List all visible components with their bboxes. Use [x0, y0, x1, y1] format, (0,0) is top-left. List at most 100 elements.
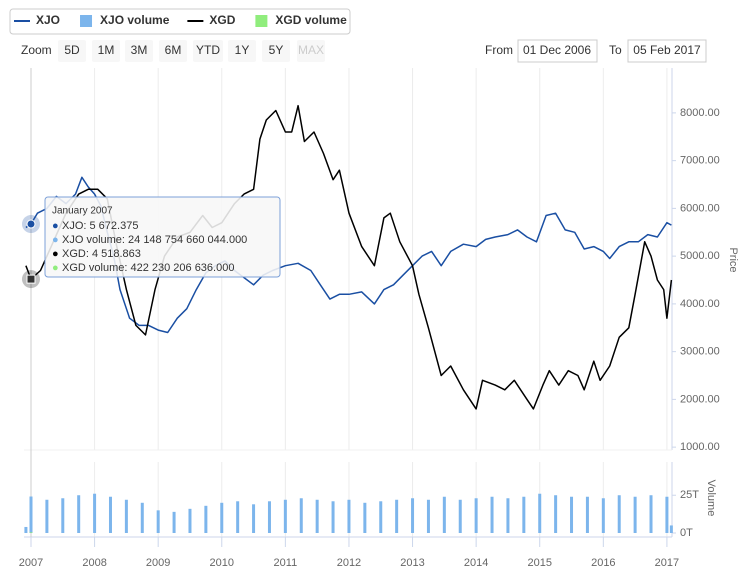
volume-bar — [29, 532, 33, 533]
range-button-label: MAX — [298, 43, 324, 57]
to-input[interactable] — [627, 39, 707, 63]
volume-bar — [29, 496, 33, 533]
volume-bar — [220, 502, 224, 533]
y-tick-label: 3000.00 — [680, 346, 720, 358]
x-tick-label: 2008 — [82, 557, 106, 569]
y-tick-label: 4000.00 — [680, 298, 720, 310]
volume-bar — [633, 496, 637, 533]
legend-label[interactable]: XJO — [36, 13, 60, 27]
hover-marker — [26, 274, 36, 284]
range-button[interactable] — [159, 40, 187, 62]
volume-bar — [140, 502, 144, 533]
legend-label[interactable]: XJO volume — [100, 13, 170, 27]
y-tick-label: 2000.00 — [680, 393, 720, 405]
y-tick-label: 7000.00 — [680, 155, 720, 167]
range-button[interactable] — [58, 40, 86, 62]
tooltip-header: January 2007 — [52, 206, 113, 217]
x-tick-label: 2011 — [274, 557, 298, 569]
volume-bar — [585, 496, 589, 533]
y2-tick-label: 25T — [680, 489, 699, 501]
range-button-label[interactable]: 6M — [165, 43, 182, 57]
legend: XJO XJO volume XGD XGD volume — [14, 13, 347, 27]
y-tick-label: 6000.00 — [680, 202, 720, 214]
volume-bar — [554, 495, 558, 533]
legend-label[interactable]: XGD — [209, 13, 235, 27]
volume-bar — [426, 499, 430, 533]
tooltip-bullet: ● — [52, 262, 59, 274]
volume-bar — [458, 499, 462, 533]
volume-bar — [77, 495, 81, 533]
range-button-label[interactable]: 3M — [131, 43, 148, 57]
volume-bar — [522, 496, 526, 533]
range-button[interactable] — [193, 40, 223, 62]
range-button-label[interactable]: YTD — [196, 43, 220, 57]
range-button-label[interactable]: 5D — [64, 43, 80, 57]
price-line — [25, 104, 673, 410]
legend-label[interactable]: XGD volume — [275, 13, 347, 27]
volume-bar — [188, 508, 192, 533]
x-tick-label: 2016 — [591, 557, 615, 569]
to-value[interactable]: 05 Feb 2017 — [633, 43, 701, 57]
volume-bar — [172, 511, 176, 533]
from-label: From — [485, 43, 513, 57]
x-tick-label: 2017 — [655, 557, 679, 569]
range-button — [297, 40, 325, 62]
tooltip-box — [44, 196, 281, 278]
volume-bar — [156, 510, 160, 533]
tooltip-line: XJO: 5 672.375 — [62, 220, 138, 232]
volume-bar — [442, 496, 446, 533]
y-tick-label: 1000.00 — [680, 441, 720, 453]
volume-bar — [538, 493, 542, 533]
range-button[interactable] — [92, 40, 120, 62]
volume-bar — [669, 525, 673, 533]
tooltip-line: XGD volume: 422 230 206 636.000 — [62, 262, 234, 274]
x-tick-label: 2009 — [146, 557, 170, 569]
range-button-label[interactable]: 1Y — [235, 43, 250, 57]
volume-bar — [649, 495, 653, 533]
volume-bar — [24, 526, 28, 533]
x-tick-label: 2014 — [464, 557, 488, 569]
range-button[interactable] — [125, 40, 153, 62]
to-label: To — [609, 43, 622, 57]
volume-bar — [315, 499, 319, 533]
tooltip: January 2007 ● XJO: 5 672.375 ● XJO volu… — [44, 196, 281, 278]
y2-tick-label: 0T — [680, 527, 693, 539]
x-tick-label: 2013 — [400, 557, 424, 569]
volume-bar — [236, 501, 240, 533]
x-tick-label: 2015 — [527, 557, 551, 569]
range-button[interactable] — [262, 40, 290, 62]
legend-symbol[interactable] — [255, 15, 268, 27]
hover-marker — [26, 219, 36, 229]
volume-bar — [283, 499, 287, 533]
tooltip-bullet: ● — [52, 234, 59, 246]
y-tick-label: 5000.00 — [680, 250, 720, 262]
range-button-label[interactable]: 1M — [98, 43, 115, 57]
volume-bar — [363, 502, 367, 533]
volume-bar — [474, 498, 478, 533]
volume-bar — [665, 496, 669, 533]
legend-symbol[interactable] — [80, 15, 93, 27]
plot-area: 2007 2008 2009 2010 2011 2012 2013 2014 2015 2016… — [19, 68, 739, 569]
volume-bar — [45, 499, 49, 533]
volume-bar — [93, 493, 97, 533]
range-button-label[interactable]: 5Y — [269, 43, 284, 57]
volume-bar — [124, 499, 128, 533]
volume-bar — [267, 501, 271, 533]
volume-bar — [411, 498, 415, 533]
volume-bar — [108, 496, 112, 533]
volume-bar — [299, 498, 303, 533]
volume-bar — [490, 496, 494, 533]
y-axis-title: Price — [727, 247, 739, 272]
volume-bar — [252, 504, 256, 533]
volume-bar — [347, 499, 351, 533]
range-button[interactable] — [228, 40, 256, 62]
volume-bar — [395, 499, 399, 533]
from-input[interactable] — [517, 39, 598, 63]
y2-axis-title: Volume — [705, 480, 717, 517]
from-value[interactable]: 01 Dec 2006 — [523, 43, 591, 57]
tooltip-line: XJO volume: 24 148 754 660 044.000 — [62, 234, 247, 246]
y-tick-label: 8000.00 — [680, 107, 720, 119]
volume-bar — [570, 496, 574, 533]
